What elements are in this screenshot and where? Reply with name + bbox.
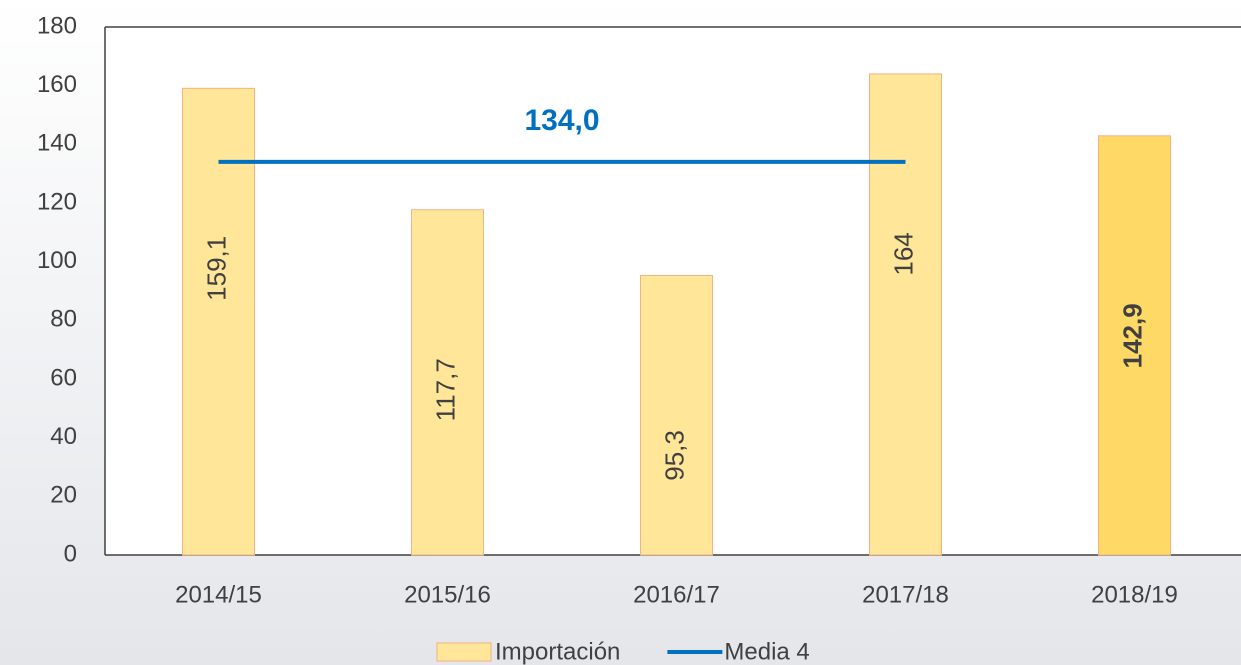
- y-tick-label: 80: [50, 306, 77, 333]
- y-tick-label: 100: [37, 247, 77, 274]
- data-label: 117,7: [430, 358, 460, 421]
- y-tick-label: 180: [37, 12, 77, 39]
- x-tick-label: 2018/19: [1091, 581, 1178, 608]
- legend-swatch: [436, 642, 492, 662]
- data-label: 95,3: [659, 430, 689, 481]
- x-tick-label: 2016/17: [633, 581, 720, 608]
- data-label: 159,1: [201, 236, 231, 301]
- bar: [182, 87, 255, 556]
- y-tick-label: 140: [37, 130, 77, 157]
- x-tick-label: 2014/15: [175, 581, 262, 608]
- bar: [411, 209, 484, 556]
- line-label: 134,0: [524, 104, 599, 137]
- data-label: 142,9: [1117, 303, 1147, 368]
- y-tick-label: 120: [37, 188, 77, 215]
- y-tick-label: 40: [50, 423, 77, 450]
- legend-label: Media 4: [724, 638, 809, 665]
- bar: [869, 73, 942, 556]
- y-tick-label: 160: [37, 71, 77, 98]
- x-tick-label: 2017/18: [862, 581, 949, 608]
- y-tick-label: 20: [50, 482, 77, 509]
- bar: [640, 274, 713, 556]
- y-tick-label: 0: [64, 540, 77, 567]
- y-tick-label: 60: [50, 364, 77, 391]
- x-tick-label: 2015/16: [404, 581, 491, 608]
- bar: [1098, 135, 1171, 556]
- data-label: 164: [888, 232, 918, 275]
- legend-label: Importación: [495, 638, 620, 665]
